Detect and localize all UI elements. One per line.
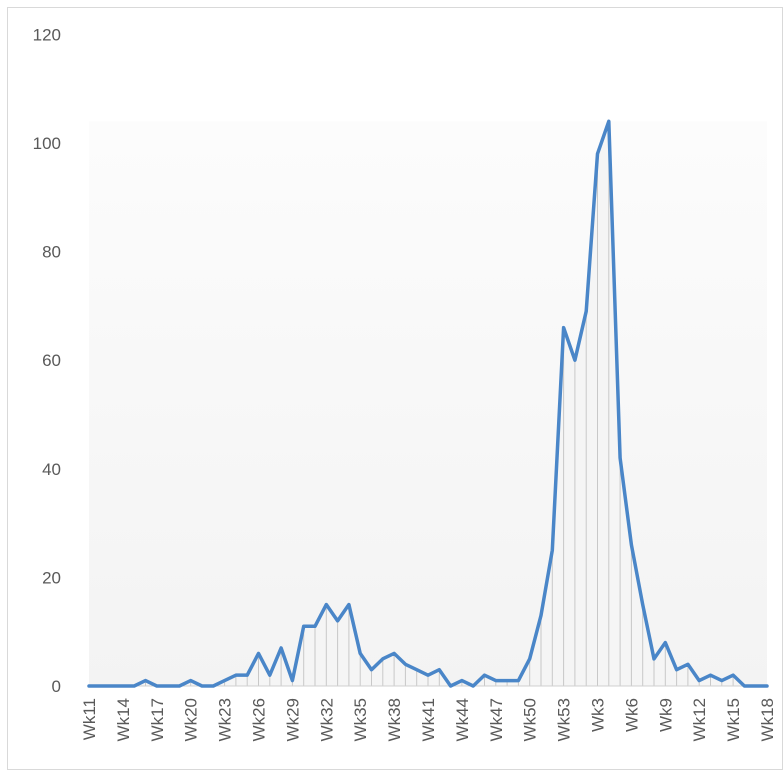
- series-line: [87, 119, 769, 688]
- y-tick-label: 40: [42, 460, 61, 479]
- x-tick-label: Wk18: [758, 698, 777, 741]
- x-axis-tick-labels: Wk11 Wk14 Wk17 Wk20 Wk23 Wk26 Wk29 Wk32 Wk35 Wk38…: [80, 698, 777, 741]
- plot-background-band: [89, 121, 767, 686]
- x-tick-label: Wk44: [453, 698, 472, 741]
- x-tick-label: Wk20: [182, 698, 201, 741]
- x-tick-label: Wk9: [656, 698, 675, 732]
- y-tick-label: 100: [33, 134, 61, 153]
- y-tick-label: 60: [42, 351, 61, 370]
- y-tick-label: 80: [42, 243, 61, 262]
- x-tick-label: Wk17: [148, 698, 167, 741]
- x-tick-label: Wk6: [622, 698, 641, 732]
- drop-lines: [145, 121, 734, 686]
- x-tick-label: Wk50: [521, 698, 540, 741]
- x-tick-label: Wk14: [114, 698, 133, 741]
- x-tick-label: Wk38: [385, 698, 404, 741]
- x-tick-label: Wk11: [80, 698, 99, 740]
- series-line-path: [87, 119, 769, 688]
- x-tick-label: Wk35: [351, 698, 370, 741]
- x-tick-label: Wk29: [283, 698, 302, 741]
- x-tick-label: Wk32: [317, 698, 336, 741]
- y-tick-label: 120: [33, 25, 61, 44]
- y-tick-label: 0: [52, 677, 61, 696]
- x-tick-label: Wk12: [690, 698, 709, 741]
- x-tick-label: Wk53: [555, 698, 574, 741]
- x-tick-label: Wk47: [487, 698, 506, 741]
- y-axis-tick-labels: 0 20 40 60 80 100 120: [33, 25, 61, 696]
- plot-background: [89, 121, 767, 686]
- x-tick-label: Wk23: [216, 698, 235, 741]
- x-tick-label: Wk41: [419, 698, 438, 741]
- x-tick-label: Wk15: [724, 698, 743, 741]
- x-tick-label: Wk3: [589, 698, 608, 732]
- y-tick-label: 20: [42, 568, 61, 587]
- x-tick-label: Wk26: [250, 698, 269, 741]
